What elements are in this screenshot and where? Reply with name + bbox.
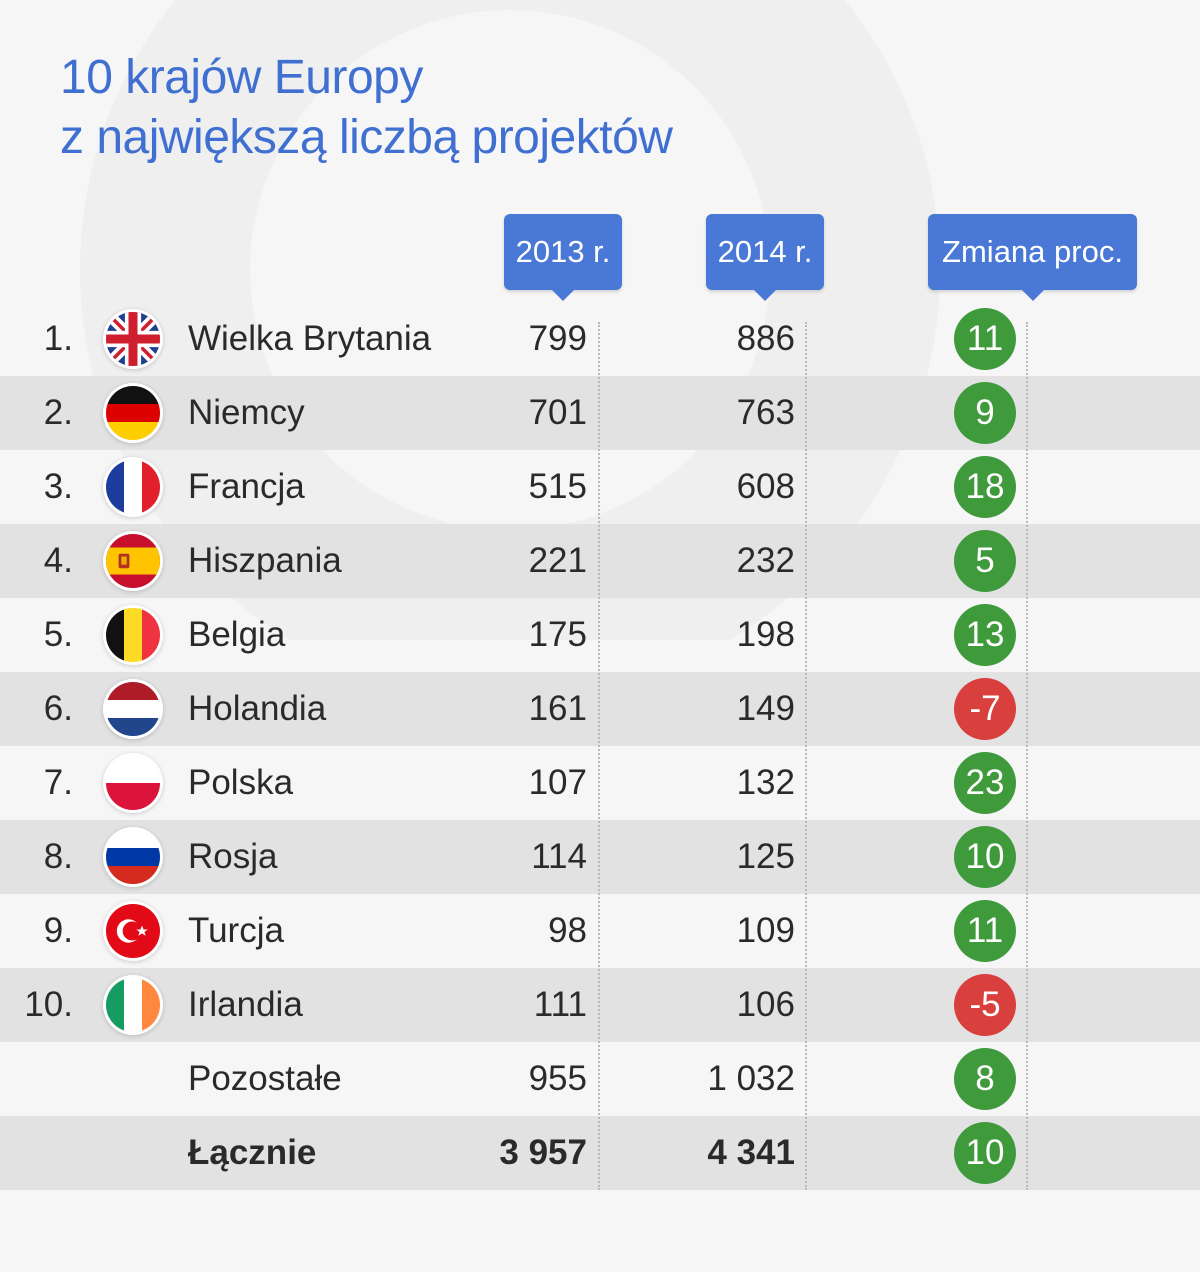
value-2013: 114 [531,837,587,876]
value-2014: 132 [736,763,795,802]
netherlands-flag-icon [106,682,160,736]
country-name: Holandia [188,689,327,728]
change-percent-badge: -7 [954,678,1016,740]
change-percent-badge: 5 [954,530,1016,592]
rank-label: 2. [43,393,73,432]
germany-flag-icon [106,386,160,440]
table-row: 2. Niemcy 701 763 9 [0,376,1200,450]
value-2013: 701 [528,393,587,432]
change-percent-badge: 18 [954,456,1016,518]
france-flag-icon [106,460,160,514]
poland-flag-icon [106,756,160,810]
change-percent-badge: 23 [954,752,1016,814]
rank-label: 3. [43,467,73,506]
value-2014: 608 [736,467,795,506]
value-2013: 111 [533,985,587,1024]
table-row: 1. Wielka Brytania 799 886 11 [0,302,1200,376]
background-logo-watermark [0,0,1200,640]
column-divider-2013 [598,322,600,1190]
rank-label: 8. [43,837,73,876]
table-row: 8. Rosja 114 125 10 [0,820,1200,894]
uk-flag-icon [106,312,160,366]
title-line-2: z największą liczbą projektów [60,111,673,164]
change-percent-badge: 10 [954,826,1016,888]
spain-flag-icon [106,534,160,588]
change-percent-badge: 10 [954,1122,1016,1184]
country-name: Irlandia [188,985,303,1024]
value-2013: 515 [528,467,587,506]
table-row: 9. Turcja 98 109 11 [0,894,1200,968]
country-name: Francja [188,467,305,506]
change-percent-badge: 13 [954,604,1016,666]
value-2014: 106 [736,985,795,1024]
value-2013: 175 [528,615,587,654]
column-header-2014: 2014 r. [706,214,824,301]
table-row: 6. Holandia 161 149 -7 [0,672,1200,746]
table-row: 5. Belgia 175 198 13 [0,598,1200,672]
country-name: Wielka Brytania [188,319,432,358]
country-name: Polska [188,763,294,802]
value-2014: 1 032 [707,1059,795,1098]
change-percent-badge: -5 [954,974,1016,1036]
change-percent-badge: 8 [954,1048,1016,1110]
value-2014: 149 [736,689,795,728]
table-row: 4. Hiszpania 221 232 5 [0,524,1200,598]
value-2013: 3 957 [499,1133,587,1172]
change-percent-badge: 11 [954,308,1016,370]
ireland-flag-icon [106,978,160,1032]
value-2014: 198 [736,615,795,654]
rank-label: 1. [43,319,73,358]
table-row: 3. Francja 515 608 18 [0,450,1200,524]
value-2014: 109 [736,911,795,950]
country-name: Turcja [188,911,284,950]
chart-title: 10 krajów Europy z największą liczbą pro… [60,48,673,168]
change-percent-badge: 9 [954,382,1016,444]
country-name: Hiszpania [188,541,342,580]
rank-label: 7. [43,763,73,802]
value-2014: 232 [736,541,795,580]
rank-label: 4. [43,541,73,580]
table-row: Pozostałe 955 1 032 8 [0,1042,1200,1116]
country-name: Łącznie [188,1133,317,1172]
value-2013: 107 [528,763,587,802]
rank-label: 9. [43,911,73,950]
table-row: Łącznie 3 957 4 341 10 [0,1116,1200,1190]
value-2014: 125 [736,837,795,876]
value-2013: 799 [528,319,587,358]
value-2014: 886 [736,319,795,358]
country-name: Belgia [188,615,286,654]
column-header-change: Zmiana proc. [928,214,1137,301]
turkey-flag-icon [106,904,160,958]
value-2013: 955 [528,1059,587,1098]
value-2013: 161 [528,689,587,728]
value-2013: 98 [548,911,587,950]
column-header-2013: 2013 r. [504,214,622,301]
table-row: 7. Polska 107 132 23 [0,746,1200,820]
column-divider-2014 [805,322,807,1190]
change-percent-badge: 11 [954,900,1016,962]
value-2013: 221 [528,541,587,580]
rank-label: 10. [24,985,73,1024]
column-divider-change [1026,322,1028,1190]
data-table: 1. Wielka Brytania 799 886 11 2. Niemcy 701 763 9… [0,302,1200,1190]
value-2014: 4 341 [707,1133,795,1172]
value-2014: 763 [736,393,795,432]
country-name: Rosja [188,837,278,876]
belgium-flag-icon [106,608,160,662]
rank-label: 6. [43,689,73,728]
table-row: 10. Irlandia 111 106 -5 [0,968,1200,1042]
rank-label: 5. [43,615,73,654]
title-line-1: 10 krajów Europy [60,51,423,104]
russia-flag-icon [106,830,160,884]
country-name: Pozostałe [188,1059,342,1098]
country-name: Niemcy [188,393,305,432]
